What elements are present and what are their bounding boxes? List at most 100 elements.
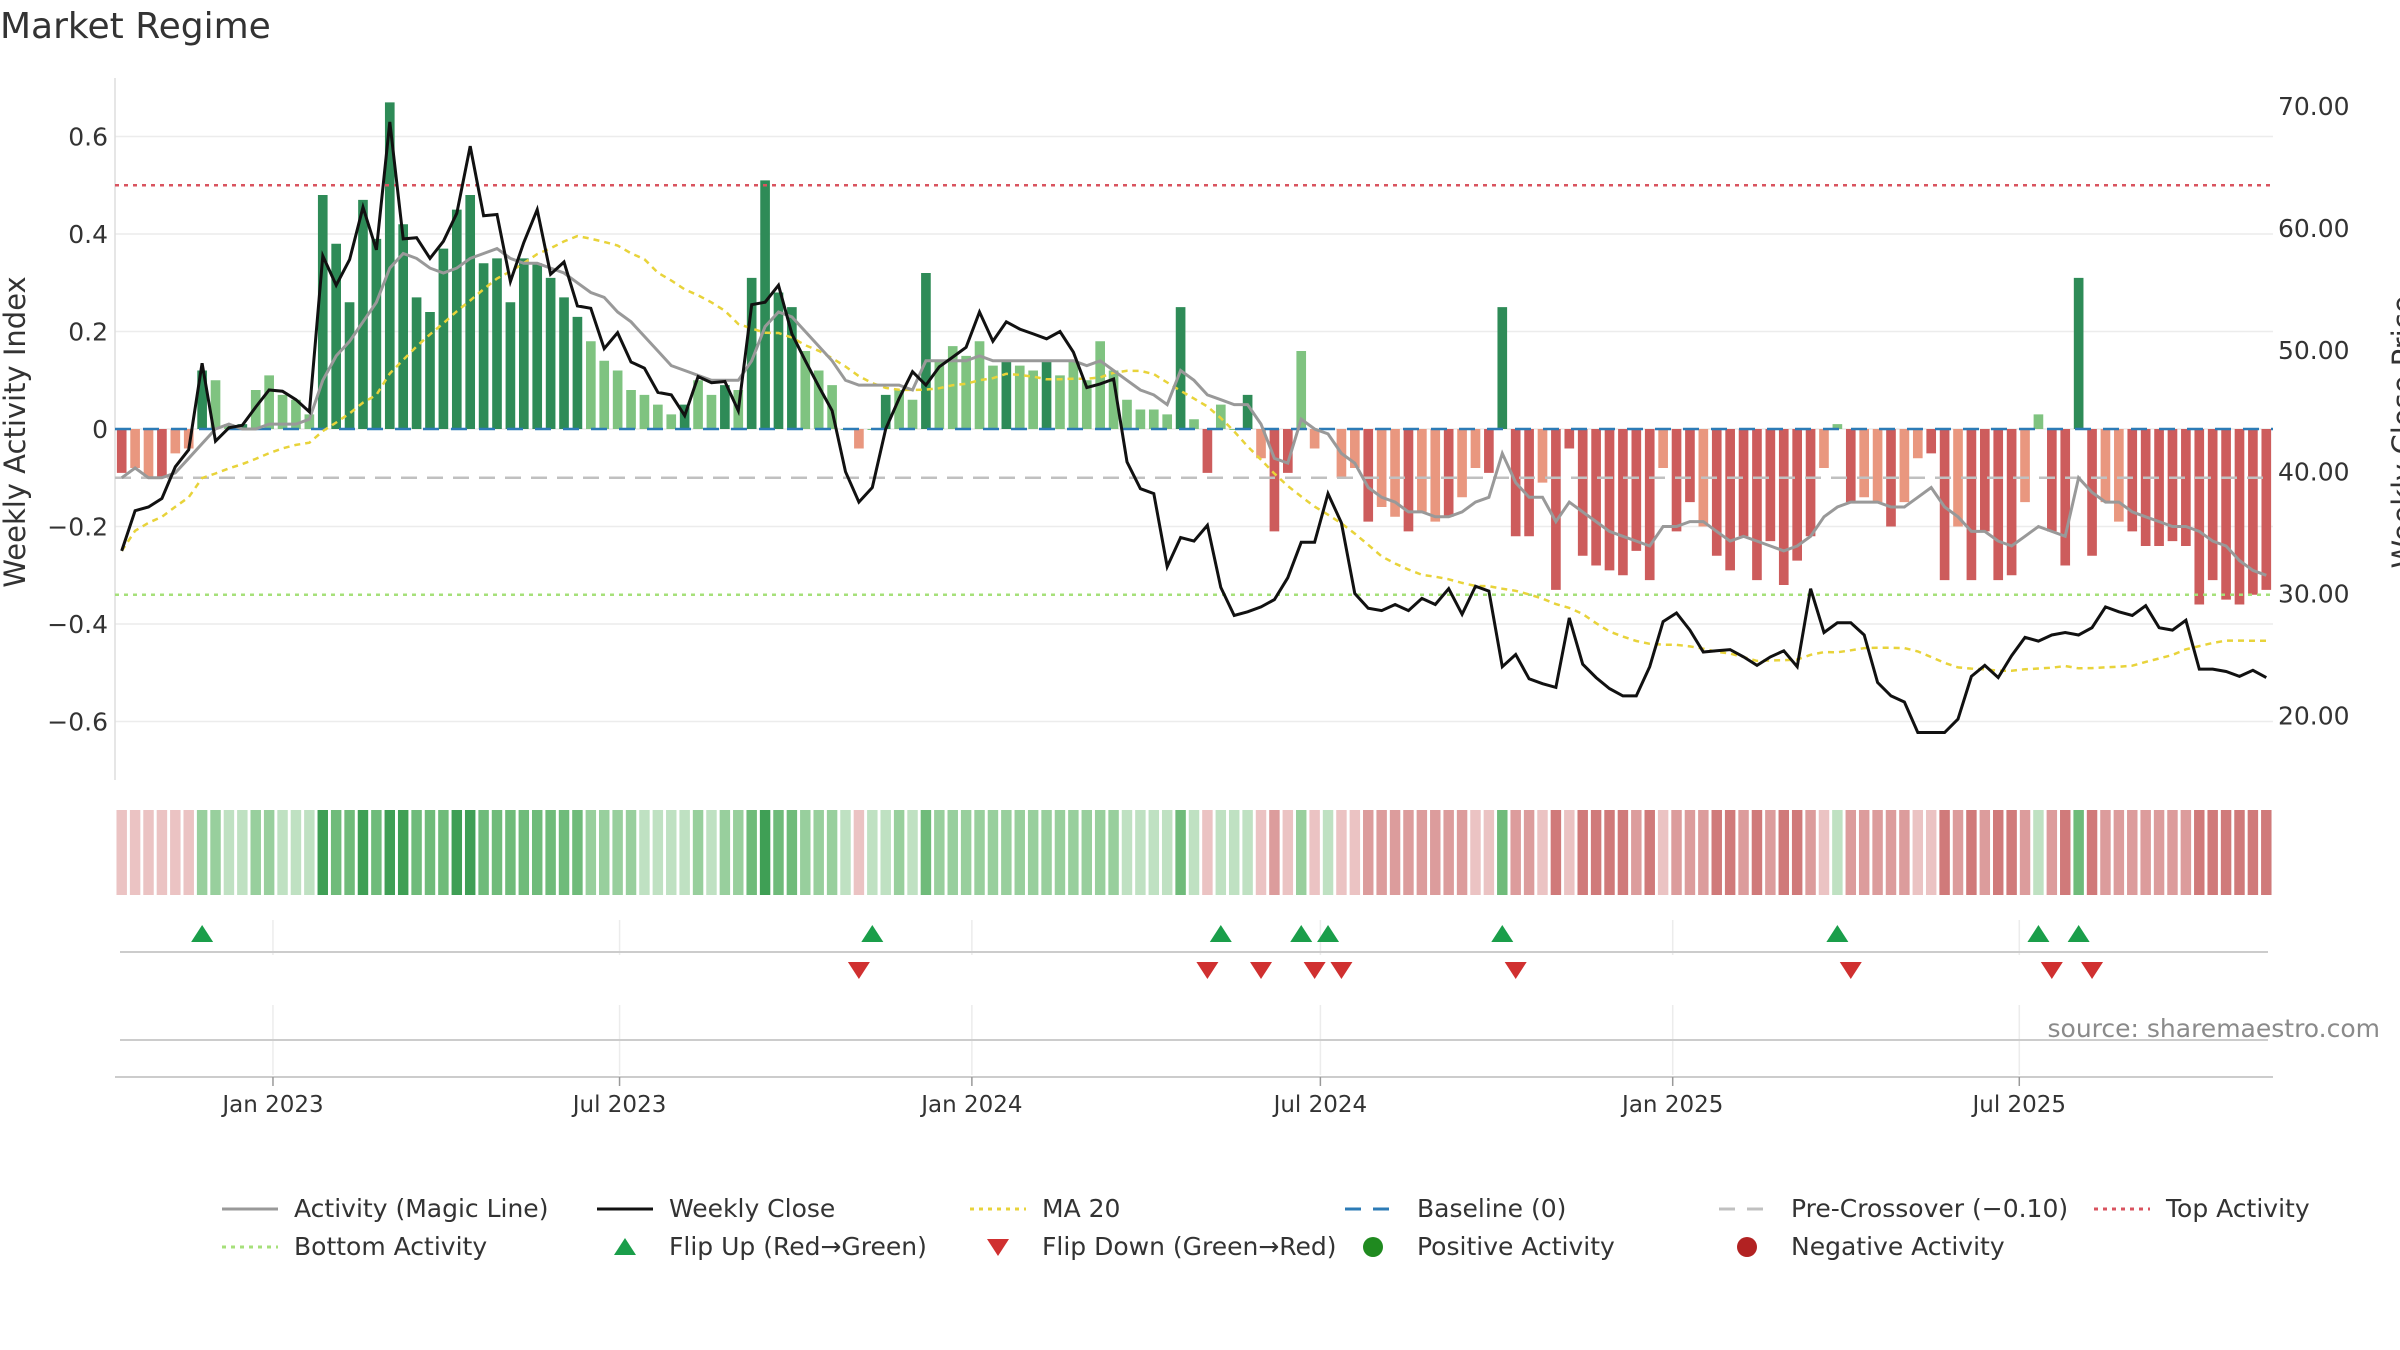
- regime-cell: [746, 810, 757, 895]
- flip-up-marker: [2027, 925, 2050, 942]
- regime-cell: [223, 810, 235, 895]
- regime-cell: [1644, 810, 1655, 895]
- activity-bar: [264, 375, 274, 429]
- activity-bar: [277, 394, 288, 429]
- regime-cell: [733, 810, 744, 895]
- activity-bar: [183, 429, 194, 449]
- activity-bar: [1497, 307, 1508, 429]
- regime-cell: [491, 810, 503, 895]
- regime-cell: [156, 810, 168, 895]
- regime-cell: [2234, 810, 2245, 895]
- activity-bar: [1001, 360, 1012, 429]
- y-tick-left-label: 0.6: [68, 123, 108, 152]
- activity-bar: [1752, 429, 1762, 581]
- activity-bar: [2127, 429, 2138, 532]
- activity-bar: [653, 404, 663, 429]
- activity-bar: [1175, 307, 1186, 429]
- regime-cell: [237, 810, 248, 895]
- regime-cell: [2127, 810, 2138, 895]
- x-tick-label: Jan 2023: [220, 1092, 323, 1118]
- regime-cell: [397, 810, 409, 895]
- activity-bar: [1618, 429, 1628, 576]
- y-tick-right-label: 70.00: [2278, 92, 2350, 121]
- regime-cell: [1537, 810, 1548, 895]
- activity-bar: [1845, 429, 1856, 503]
- regime-cell: [1148, 810, 1160, 895]
- x-tick-label: Jan 2024: [919, 1092, 1022, 1118]
- regime-cell: [1161, 810, 1173, 895]
- regime-cell: [1711, 810, 1722, 895]
- activity-bar: [1202, 429, 1213, 473]
- regime-cell: [759, 810, 771, 895]
- regime-cell: [1818, 810, 1830, 895]
- regime-cell: [2113, 810, 2125, 895]
- flip-up-marker: [1317, 925, 1340, 942]
- regime-cell: [1684, 810, 1696, 895]
- activity-bar: [813, 370, 824, 429]
- regime-cell: [478, 810, 489, 895]
- y-tick-left-label: 0.4: [68, 220, 108, 249]
- activity-bar: [1738, 429, 1749, 537]
- regime-cell: [1577, 810, 1588, 895]
- regime-cell: [987, 810, 999, 895]
- activity-bar: [2181, 429, 2191, 546]
- activity-bar: [1417, 429, 1427, 512]
- regime-cell: [1885, 810, 1897, 895]
- activity-bar: [331, 243, 341, 429]
- regime-cell: [1202, 810, 1213, 895]
- activity-bar: [1350, 429, 1360, 468]
- flip-up-marker: [1290, 925, 1313, 942]
- chart-title: Market Regime: [0, 6, 271, 47]
- activity-bar: [398, 224, 409, 429]
- regime-cell: [773, 810, 784, 895]
- activity-bar: [854, 429, 864, 449]
- regime-cell: [893, 810, 905, 895]
- regime-cell: [1550, 810, 1562, 895]
- activity-bar: [505, 302, 516, 429]
- regime-cell: [1939, 810, 1950, 895]
- regime-cell: [800, 810, 811, 895]
- regime-cell: [2167, 810, 2178, 895]
- regime-cell: [2100, 810, 2111, 895]
- activity-bar: [666, 414, 677, 429]
- activity-bar: [170, 429, 181, 454]
- activity-bar: [1778, 429, 1789, 585]
- activity-bar: [1148, 409, 1159, 429]
- flip-up-marker: [2067, 925, 2090, 942]
- regime-cell: [1242, 810, 1253, 895]
- regime-cell: [384, 810, 396, 895]
- regime-cell: [290, 810, 302, 895]
- regime-cell: [330, 810, 342, 895]
- regime-cell: [1858, 810, 1870, 895]
- regime-cell: [1523, 810, 1535, 895]
- activity-bar: [880, 394, 891, 429]
- activity-bar: [1028, 370, 1038, 429]
- regime-cell: [2073, 810, 2084, 895]
- regime-cell: [1014, 810, 1025, 895]
- activity-bar: [947, 346, 958, 429]
- activity-bar: [1229, 429, 1240, 430]
- activity-bar: [1470, 429, 1481, 468]
- regime-cell: [813, 810, 824, 895]
- activity-bar: [1805, 429, 1816, 537]
- regime-cell: [1510, 810, 1521, 895]
- activity-bar: [612, 370, 623, 429]
- activity-bar: [1551, 429, 1561, 590]
- activity-bar: [1685, 429, 1695, 503]
- regime-cell: [1416, 810, 1428, 895]
- y-tick-right-label: 40.00: [2278, 458, 2350, 487]
- activity-bar: [2100, 429, 2111, 503]
- regime-cell: [2046, 810, 2058, 895]
- regime-cell: [371, 810, 382, 895]
- activity-bar: [1390, 429, 1400, 517]
- activity-bar: [478, 263, 489, 429]
- regime-cell: [960, 810, 972, 895]
- activity-bar: [1081, 380, 1092, 429]
- regime-cell: [263, 810, 275, 895]
- activity-bar: [1859, 429, 1870, 498]
- flip-down-marker: [2040, 962, 2063, 979]
- regime-cell: [1430, 810, 1441, 895]
- activity-bar: [1055, 375, 1065, 429]
- regime-cell: [1403, 810, 1414, 895]
- weekly-close-line: [120, 121, 2268, 734]
